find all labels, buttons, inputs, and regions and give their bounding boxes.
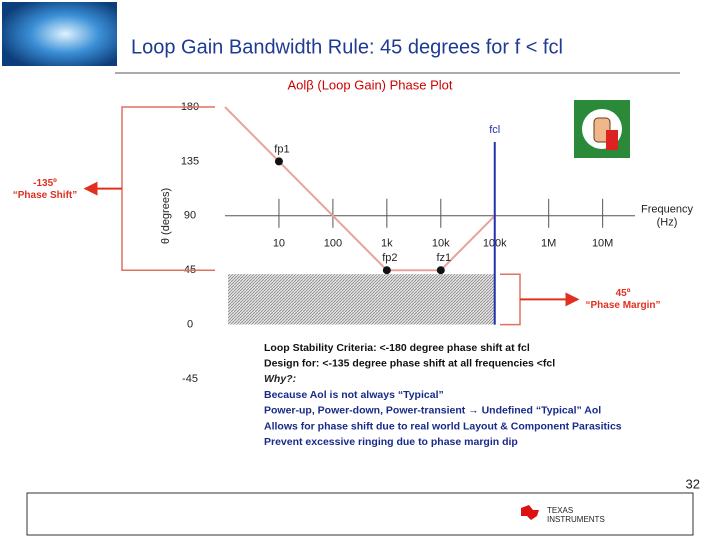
point-label: fp2 (382, 252, 397, 264)
x-tick-label: 1M (541, 238, 556, 250)
x-axis-label: Frequency (641, 204, 693, 216)
phase-margin-region (228, 274, 495, 325)
y-tick-label: 135 (181, 155, 199, 167)
criteria-text: Allows for phase shift due to real world… (264, 420, 622, 432)
x-axis-label: (Hz) (657, 217, 678, 229)
pole-zero-point (382, 266, 391, 275)
annotation-text: “Phase Margin” (585, 300, 660, 311)
phase-margin-bracket (500, 273, 521, 326)
thumbs-icon (574, 100, 630, 158)
y-axis-label: θ (degrees) (160, 188, 172, 244)
header-logo (2, 2, 117, 66)
y-tick-label: 90 (184, 210, 196, 222)
point-label: fp1 (274, 143, 289, 155)
x-tick-label: 10 (273, 238, 285, 250)
x-tick-label: 10k (432, 238, 450, 250)
criteria-text: Why?: (264, 373, 296, 385)
x-tick-label: 10M (592, 238, 613, 250)
x-tick-label: 100 (324, 238, 342, 250)
criteria-text: Because Aol is not always “Typical” (264, 389, 444, 401)
x-tick-label: 1k (381, 238, 393, 250)
chart-subtitle: Aolβ (Loop Gain) Phase Plot (287, 77, 452, 92)
criteria-text: Prevent excessive ringing due to phase m… (264, 436, 518, 448)
logo-text: INSTRUMENTS (547, 515, 605, 524)
phase-line (224, 106, 496, 272)
criteria-text: Loop Stability Criteria: <-180 degree ph… (264, 342, 530, 354)
footer-box (26, 492, 694, 536)
slide-title: Loop Gain Bandwidth Rule: 45 degrees for… (131, 36, 563, 58)
fcl-label: fcl (489, 124, 500, 136)
annotation-text: -135º (33, 178, 57, 189)
page-number: 32 (686, 476, 700, 491)
annotation-text: 45º (616, 288, 631, 299)
y-tick-label: -45 (182, 373, 198, 385)
ti-logo (521, 505, 539, 520)
criteria-text: Design for: <-135 degree phase shift at … (264, 357, 555, 369)
pole-zero-point (436, 266, 445, 275)
logo-text: TEXAS (547, 506, 573, 515)
criteria-text: Power-up, Power-down, Power-transient → … (264, 405, 601, 417)
y-tick-label: 0 (187, 319, 193, 331)
pole-zero-point (274, 157, 283, 166)
point-label: fz1 (436, 252, 451, 264)
annotation-text: “Phase Shift” (13, 190, 77, 201)
